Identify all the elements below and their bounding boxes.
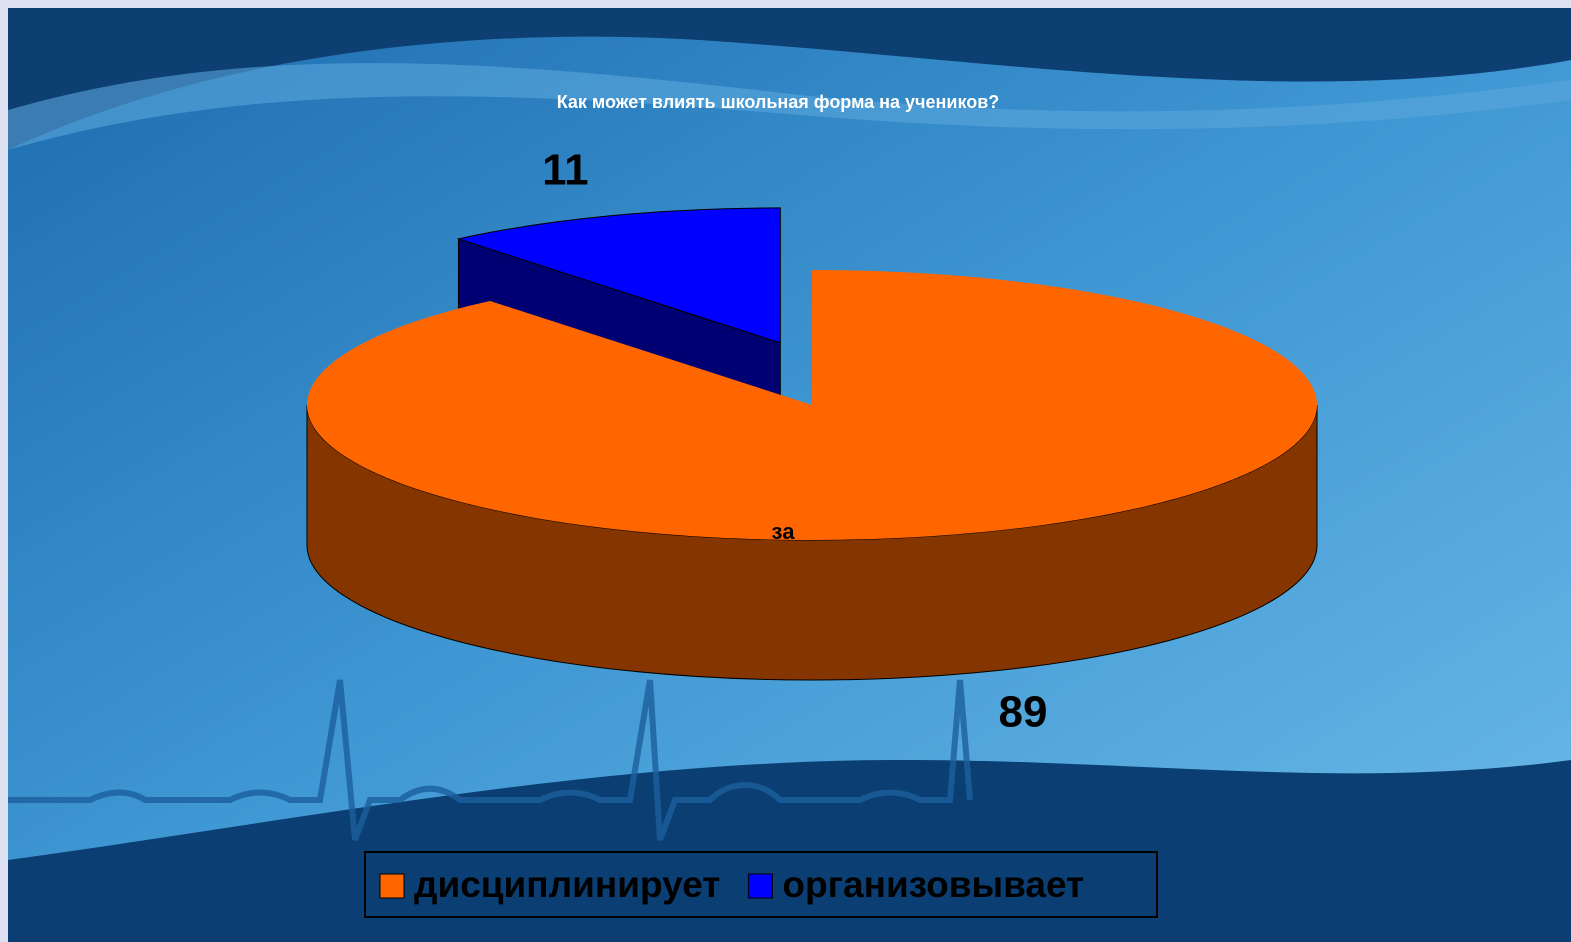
legend-swatch [748,874,772,898]
data-label: 89 [999,688,1048,737]
series-label: за [772,519,796,544]
chart: Как может влиять школьная форма на учени… [0,0,1571,942]
legend-label: дисциплинирует [414,864,720,905]
chart-title: Как может влиять школьная форма на учени… [557,92,1000,112]
legend-label: организовывает [782,864,1084,905]
legend-swatch [380,874,404,898]
pie-slice [307,270,1317,540]
page: Как может влиять школьная форма на учени… [0,0,1571,942]
data-label: 11 [542,146,589,195]
